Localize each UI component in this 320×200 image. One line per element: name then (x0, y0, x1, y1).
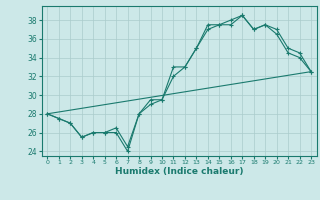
X-axis label: Humidex (Indice chaleur): Humidex (Indice chaleur) (115, 167, 244, 176)
